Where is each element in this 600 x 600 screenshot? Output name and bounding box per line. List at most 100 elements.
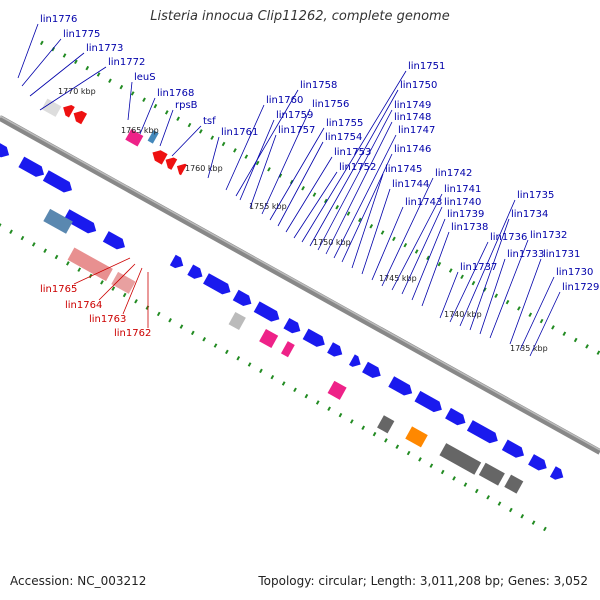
forward-gene: [466, 420, 498, 444]
forward-gene: [0, 141, 10, 158]
tick-mark: [338, 412, 343, 418]
reverse-gene: [176, 163, 187, 176]
leader-line: [489, 239, 529, 339]
tick-mark: [358, 217, 362, 223]
gene-label: lin1730: [556, 267, 593, 278]
gene-labels: lin1776 lin1775 lin1773 lin1772 leuSlin1768r…: [40, 14, 599, 339]
gene-label: lin1745: [385, 164, 422, 175]
reverse-gene: [152, 150, 168, 165]
tick-mark: [142, 97, 146, 102]
reverse-gene-shape: [152, 150, 168, 165]
feature-block: [504, 474, 524, 494]
tick-mark: [494, 293, 499, 299]
forward-gene: [549, 466, 564, 480]
gene-label: lin1729: [562, 282, 599, 293]
forward-gene: [283, 317, 301, 334]
tick-mark: [418, 457, 422, 462]
tick-mark: [463, 482, 468, 487]
gene-label: lin1754: [325, 132, 362, 143]
tick-mark: [66, 261, 70, 266]
tick-mark: [562, 331, 567, 336]
scale-mark-label: 1760 kbp: [185, 164, 223, 173]
leader-line: [421, 231, 450, 307]
tick-mark: [108, 78, 112, 84]
tick-mark: [255, 160, 260, 166]
leader-line: [519, 276, 555, 351]
leader-line: [309, 89, 399, 247]
tick-mark: [474, 488, 479, 494]
tick-mark: [497, 501, 502, 506]
forward-gene: [187, 264, 203, 279]
tick-mark: [225, 349, 229, 355]
gene-label: lin1733: [507, 249, 544, 260]
forward-gene: [18, 156, 45, 177]
tick-mark: [213, 343, 218, 348]
tick-mark: [440, 469, 445, 475]
tick-mark: [31, 242, 36, 247]
gene-label: lin1749: [394, 100, 431, 111]
tick-mark: [349, 419, 354, 424]
forward-gene-shape: [528, 454, 547, 471]
forward-gene-shape: [348, 354, 361, 367]
forward-gene-shape: [327, 342, 343, 357]
forward-gene: [169, 254, 184, 269]
tick-marks-inner: [39, 40, 600, 355]
feature-block-shape: [504, 474, 524, 494]
gene-label: lin1732: [530, 230, 567, 241]
leader-line: [361, 188, 391, 275]
scale-mark-label: 1765 kbp: [121, 126, 159, 135]
feature-block-shape: [327, 380, 347, 400]
forward-gene: [232, 289, 252, 307]
gene-label: lin1736: [490, 232, 527, 243]
feature-block: [67, 247, 113, 282]
scale-mark-label: 1735 kbp: [510, 344, 548, 353]
feature-block: [147, 130, 159, 144]
reverse-gene-shape: [73, 110, 88, 125]
tick-mark: [278, 173, 283, 178]
tick-mark: [372, 431, 377, 437]
tick-mark: [77, 267, 82, 272]
forward-gene: [203, 273, 231, 295]
gene-label: lin1740: [444, 197, 481, 208]
tick-mark: [190, 330, 195, 336]
tick-mark: [448, 268, 453, 273]
forward-gene: [102, 231, 125, 250]
tick-mark: [179, 324, 184, 329]
gene-label: lin1761: [221, 127, 258, 138]
tick-mark: [130, 91, 135, 96]
tick-mark: [573, 337, 578, 343]
gene-label: lin1757: [278, 125, 315, 136]
forward-gene-shape: [414, 390, 442, 413]
tick-mark: [406, 450, 411, 456]
tick-mark: [395, 444, 400, 449]
gene-label: lin1743: [405, 197, 442, 208]
gene-label: lin1776: [40, 14, 77, 25]
leader-line: [469, 218, 510, 331]
tick-mark: [323, 198, 328, 204]
gene-label: lin1755: [326, 118, 363, 129]
forward-gene: [253, 301, 280, 322]
leader-line: [293, 171, 338, 239]
tick-mark: [164, 110, 169, 115]
feature-block-shape: [43, 208, 73, 234]
leader-line: [159, 109, 174, 147]
tick-mark: [39, 40, 44, 46]
tick-mark: [327, 406, 331, 412]
tick-mark: [505, 299, 510, 305]
leader-line: [127, 81, 133, 121]
feature-block: [280, 341, 295, 358]
tick-mark: [520, 514, 525, 519]
tick-mark: [20, 235, 25, 241]
forward-gene-shape: [253, 301, 280, 322]
gene-label: lin1744: [392, 179, 429, 190]
tick-mark: [384, 438, 388, 443]
leader-line: [411, 218, 446, 301]
forward-gene-shape: [203, 273, 231, 295]
forward-gene-shape: [0, 141, 10, 158]
feature-block-shape: [478, 462, 505, 486]
tick-mark: [392, 236, 396, 242]
leader-line: [73, 257, 131, 285]
feature-block: [259, 328, 279, 349]
tick-mark: [281, 381, 286, 386]
forward-gene-shape: [102, 231, 125, 250]
